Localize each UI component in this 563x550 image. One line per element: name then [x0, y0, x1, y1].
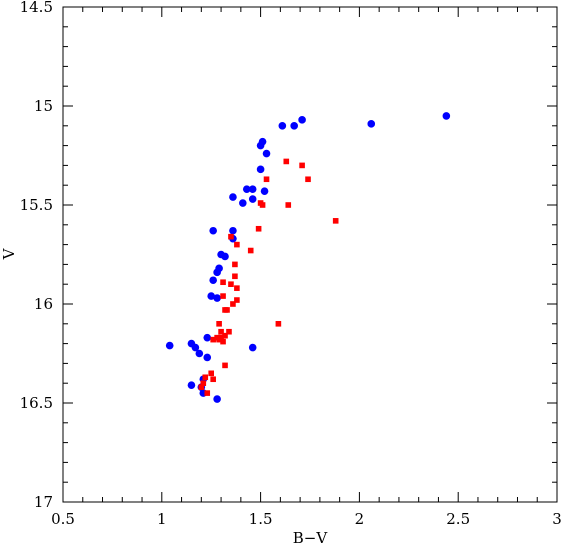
data-point-circle: [229, 226, 237, 235]
data-point-square: [226, 328, 232, 335]
data-point-square: [220, 338, 226, 345]
y-tick-label: 15.5: [20, 196, 53, 214]
data-point-circle: [195, 349, 204, 358]
data-point-circle: [256, 165, 265, 174]
y-tick-label: 17: [34, 493, 53, 511]
data-point-circle: [290, 122, 298, 130]
x-tick-label: 3: [552, 510, 562, 528]
data-point-square: [202, 374, 209, 381]
data-point-square: [228, 281, 234, 287]
data-point-square: [198, 384, 205, 390]
data-point-square: [285, 202, 292, 208]
data-point-circle: [187, 381, 196, 389]
data-point-circle: [248, 195, 257, 203]
data-points: [165, 112, 451, 403]
data-point-circle: [207, 292, 215, 300]
data-point-square: [228, 233, 234, 240]
data-point-circle: [239, 199, 247, 207]
y-tick-label: 14.5: [20, 0, 53, 16]
data-point-square: [283, 158, 290, 165]
x-axis-label: B−V: [293, 529, 329, 547]
data-point-square: [232, 261, 238, 268]
data-point-square: [232, 273, 238, 280]
x-tick-label: 0.5: [51, 510, 75, 528]
data-point-square: [210, 336, 216, 343]
data-point-square: [263, 176, 270, 183]
data-point-square: [216, 321, 222, 327]
data-point-square: [234, 241, 240, 248]
data-point-circle: [260, 187, 269, 195]
x-tick-label: 1.5: [249, 510, 273, 528]
data-point-square: [255, 225, 262, 232]
data-point-circle: [191, 343, 200, 352]
x-tick-label: 2.5: [446, 510, 470, 528]
data-point-circle: [203, 333, 212, 342]
data-point-circle: [221, 252, 229, 261]
data-point-square: [230, 301, 236, 307]
x-tick-label: 1: [157, 510, 167, 528]
data-point-square: [222, 362, 228, 369]
data-point-circle: [278, 122, 287, 130]
y-axis-label: V: [0, 247, 18, 260]
data-point-circle: [209, 226, 217, 235]
data-point-square: [332, 218, 339, 224]
data-point-square: [247, 247, 254, 254]
data-point-circle: [229, 193, 237, 201]
data-point-square: [234, 297, 240, 303]
data-point-square: [222, 307, 228, 313]
data-point-circle: [367, 120, 376, 128]
data-point-circle: [248, 185, 257, 193]
data-point-circle: [165, 341, 174, 350]
data-point-square: [208, 370, 214, 377]
data-point-square: [305, 176, 311, 183]
data-point-circle: [298, 116, 306, 124]
data-point-square: [210, 376, 216, 383]
data-point-square: [275, 321, 282, 327]
axis-ticks: [62, 6, 558, 503]
data-point-square: [204, 390, 211, 396]
data-point-circle: [213, 294, 221, 302]
y-tick-label: 15: [34, 97, 53, 115]
data-point-square: [234, 285, 240, 291]
data-point-circle: [248, 343, 257, 352]
data-point-square: [220, 279, 226, 286]
data-point-square: [220, 293, 226, 299]
data-point-circle: [256, 141, 265, 150]
x-tick-label: 2: [355, 510, 365, 528]
data-point-square: [299, 162, 305, 169]
axis-tick-labels: 0.5 1 1.5 2 2.5 3 14.5 15 15.5 16 16.5 17: [20, 0, 562, 528]
data-point-square: [259, 202, 266, 208]
data-point-circle: [442, 112, 451, 120]
data-point-square: [200, 380, 207, 386]
data-point-square: [222, 332, 228, 339]
data-point-circle: [203, 353, 212, 362]
data-point-circle: [213, 395, 221, 403]
data-point-circle: [209, 276, 217, 285]
plot-frame: [62, 6, 558, 503]
y-tick-label: 16: [34, 295, 53, 313]
data-point-circle: [242, 185, 251, 193]
data-point-circle: [213, 268, 221, 277]
y-tick-label: 16.5: [20, 394, 53, 412]
data-point-square: [216, 336, 222, 343]
data-point-square: [218, 328, 224, 335]
data-point-circle: [262, 149, 271, 158]
